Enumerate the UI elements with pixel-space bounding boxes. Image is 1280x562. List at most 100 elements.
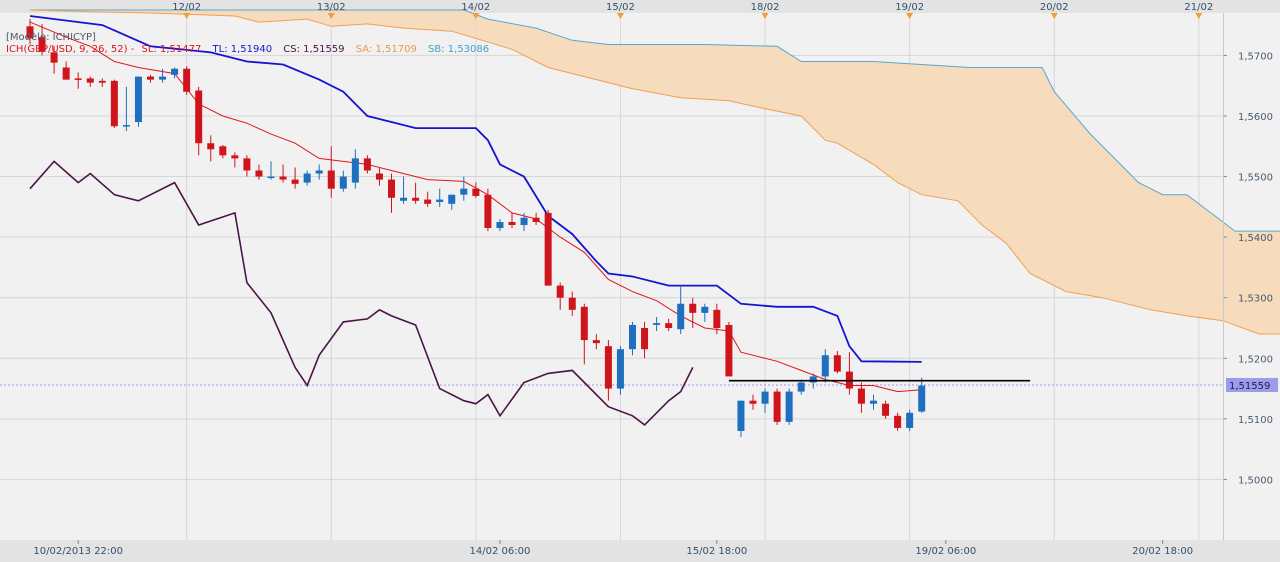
candle-body [616,349,624,389]
candle-22 [291,167,299,189]
tenkan-sen-line [29,21,922,393]
candle-body [544,212,552,286]
candle-body [484,194,492,229]
candle-body [207,143,215,150]
candle-24 [315,164,323,180]
candle-body [580,306,588,341]
top-tick-label-1: 13/02 [317,2,346,13]
candle-body [737,400,745,431]
candle-32 [412,182,420,204]
candle-5 [86,76,94,87]
candle-40 [508,212,516,229]
candle-49 [616,346,624,395]
top-tick-label-7: 21/02 [1184,2,1213,13]
candle-body [436,199,444,202]
candle-69 [857,382,865,413]
candle-46 [580,303,588,365]
candle-body [665,323,673,328]
candle-42 [532,212,540,226]
y-tick-label-3: 1,5400 [1238,233,1273,244]
candle-73 [906,409,914,431]
current-price-tag-label: 1,51559 [1229,381,1270,392]
top-tick-marker-6 [1050,13,1058,19]
y-tick-label-1: 1,5600 [1238,112,1273,123]
candle-18 [243,155,251,177]
candle-body [857,388,865,404]
chikou-span-line [29,160,694,426]
candle-54 [677,285,685,335]
candle-body [460,188,468,195]
top-tick-label-3: 15/02 [606,2,635,13]
candle-10 [147,74,154,83]
candle-body [327,170,335,189]
candle-9 [134,76,142,127]
candle-body [171,68,179,75]
candle-47 [592,334,600,350]
candle-13 [183,66,191,95]
candle-body [906,412,914,428]
candle-body [219,146,227,156]
legend-sb: SB: 1,53086 [428,44,489,55]
candle-30 [388,173,395,213]
candle-37 [472,182,480,198]
candle-71 [882,400,890,419]
candle-body [677,303,685,330]
top-tick-label-5: 19/02 [895,2,924,13]
candle-body [749,400,757,404]
candle-33 [424,191,432,207]
candle-7 [110,79,118,129]
candle-20 [267,161,275,180]
candle-67 [833,351,841,374]
candle-14 [195,86,203,156]
candle-body [147,76,154,80]
candle-body [773,391,781,422]
kumo-cloud [30,10,1280,334]
bottom-tick-label-1: 14/02 06:00 [470,546,531,557]
candle-29 [375,167,383,186]
candle-34 [436,188,444,207]
candle-66 [821,349,829,383]
candle-body [821,355,829,377]
candle-72 [894,412,902,431]
top-tick-label-0: 12/02 [172,2,201,13]
candle-61 [761,388,769,413]
candle-body [894,415,902,428]
candle-body [412,197,420,201]
candle-body [761,391,769,404]
bottom-tick-label-0: 10/02/2013 22:00 [33,546,123,557]
candle-2 [50,46,58,74]
candle-19 [255,164,263,180]
legend-line: ICH(GBP/USD, 9, 26, 52) - SL: 1,51477 TL… [6,44,489,55]
candle-body [725,324,733,377]
candle-body [508,221,516,226]
candle-body [231,155,239,159]
candle-body [267,176,275,179]
candle-70 [870,394,877,410]
candle-57 [713,303,721,335]
candle-body [918,385,926,412]
legend-sl: SL: 1,51477 [142,44,202,55]
legend-tl: TL: 1,51940 [212,44,273,55]
candlestick-series [26,19,926,438]
top-tick-marker-3 [616,13,624,19]
candle-body [809,376,817,383]
candle-52 [653,317,661,332]
candle-41 [520,212,528,232]
candle-0 [26,19,34,45]
candle-45 [568,291,576,316]
candle-body [472,188,480,196]
candle-body [255,170,263,177]
candle-44 [556,282,564,310]
legend-sa: SA: 1,51709 [356,44,417,55]
candle-body [629,324,636,350]
candle-39 [496,218,504,232]
candle-body [62,67,70,80]
candle-body [448,194,456,204]
candle-body [785,391,793,422]
legend-indicator: ICH(GBP/USD, 9, 26, 52) [6,44,128,55]
y-tick-label-5: 1,5200 [1238,354,1273,365]
candle-body [556,285,564,298]
candle-25 [327,146,335,198]
y-tick-label-4: 1,5300 [1238,294,1273,305]
